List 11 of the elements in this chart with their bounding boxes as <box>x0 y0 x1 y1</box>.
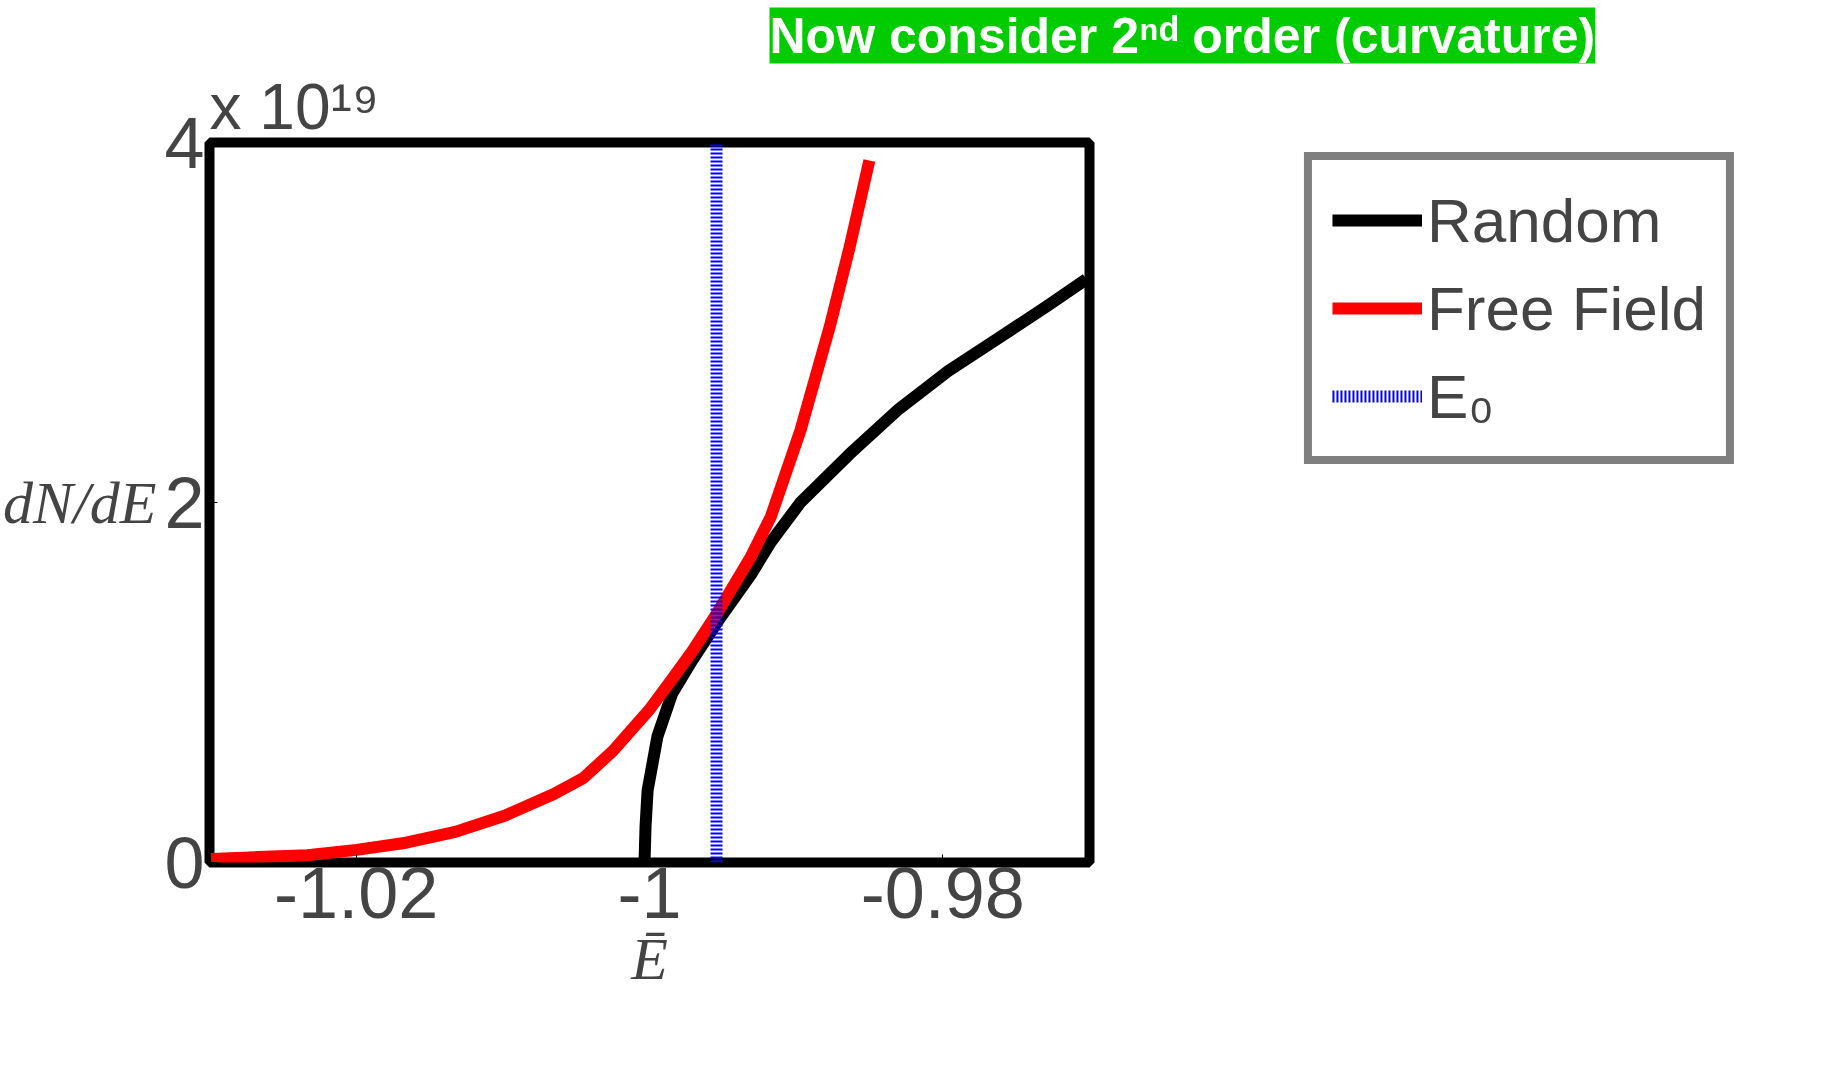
annotation: x 10¹⁹ <box>209 70 380 143</box>
y-tick-label: 2 <box>164 462 205 543</box>
x-tick-label: -1.02 <box>274 852 439 933</box>
text: Now consider 2ⁿᵈ order (curvature) <box>769 7 1596 64</box>
y-axis-title: dN/dE <box>3 469 157 536</box>
y-tick-label: 4 <box>164 102 205 183</box>
legend-label: Random <box>1426 184 1662 257</box>
legend-label: E₀ <box>1426 360 1495 433</box>
legend-label: Free Field <box>1426 272 1707 345</box>
x-tick-label: -0.98 <box>860 852 1025 933</box>
y-tick-label: 0 <box>164 822 205 903</box>
